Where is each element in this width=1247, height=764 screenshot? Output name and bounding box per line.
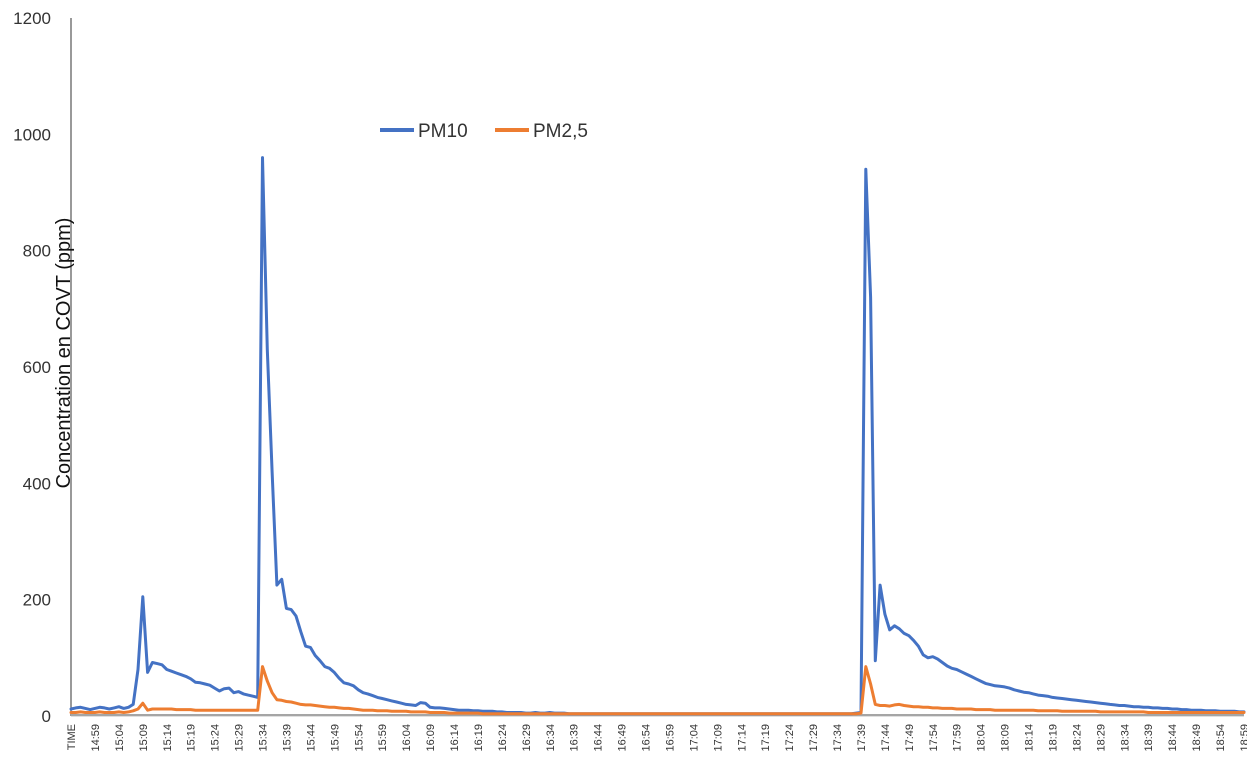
x-tick-label: 16:09 (425, 724, 437, 752)
x-tick-label: 15:04 (114, 724, 126, 752)
x-tick-label: 18:29 (1095, 724, 1107, 752)
x-tick-label: 17:59 (952, 724, 964, 752)
x-tick-label: 16:24 (497, 724, 509, 752)
x-tick-label: 15:39 (281, 724, 293, 752)
y-tick-label: 800 (23, 242, 51, 261)
series-line-pm10 (69, 156, 1246, 716)
x-tick-label: 18:19 (1047, 724, 1059, 752)
x-tick-label: 17:04 (688, 724, 700, 752)
x-tick-label: 18:49 (1191, 724, 1203, 752)
x-tick-label: 17:34 (832, 724, 844, 752)
x-tick-label: 18:39 (1143, 724, 1155, 752)
x-tick-label: 16:14 (449, 724, 461, 752)
y-tick-label: 200 (23, 591, 51, 610)
x-tick-label: 15:49 (329, 724, 341, 752)
legend-label-pm25: PM2,5 (533, 121, 588, 142)
x-tick-label: 17:14 (736, 724, 748, 752)
x-tick-label: 15:24 (210, 724, 222, 752)
x-tick-label: 16:04 (401, 724, 413, 752)
x-tick-label: 16:34 (545, 724, 557, 752)
y-axis-label: Concentration en COVT (ppm) (53, 218, 75, 489)
legend-label-pm10: PM10 (418, 121, 468, 142)
x-tick-label: 16:19 (473, 724, 485, 752)
y-tick-label: 400 (23, 474, 51, 493)
series-line-pm25 (69, 665, 1246, 716)
x-tick-label: 18:14 (1024, 724, 1036, 752)
x-tick-label: 18:44 (1167, 724, 1179, 752)
x-tick-label: 14:59 (90, 724, 102, 752)
x-tick-label: 17:09 (712, 724, 724, 752)
x-tick-label: 17:29 (808, 724, 820, 752)
series-lines (69, 156, 1246, 716)
x-tick-label: TIME (66, 724, 78, 750)
x-tick-label: 18:04 (976, 724, 988, 752)
x-tick-label: 17:19 (760, 724, 772, 752)
x-tick-label: 15:44 (305, 724, 317, 752)
x-tick-label: 16:54 (641, 724, 653, 752)
x-tick-label: 15:54 (353, 724, 365, 752)
legend: PM10 PM2,5 (380, 121, 588, 142)
x-tick-label: 18:09 (1000, 724, 1012, 752)
x-axis-ticks: TIME 14:59 15:04 15:09 15:14 15:19 15:24 15:29 1… (66, 724, 1247, 752)
x-tick-label: 17:49 (904, 724, 916, 752)
y-tick-label: 1000 (13, 125, 51, 144)
x-tick-label: 17:39 (856, 724, 868, 752)
x-tick-label: 15:14 (162, 724, 174, 752)
x-tick-label: 15:09 (138, 724, 150, 752)
y-tick-label: 600 (23, 358, 51, 377)
y-tick-label: 0 (42, 707, 51, 726)
x-tick-label: 17:44 (880, 724, 892, 752)
x-tick-label: 17:54 (928, 724, 940, 752)
x-tick-label: 18:54 (1215, 724, 1227, 752)
x-tick-label: 15:29 (234, 724, 246, 752)
y-tick-label: 1200 (13, 9, 51, 28)
x-tick-label: 16:49 (617, 724, 629, 752)
x-tick-label: 17:24 (784, 724, 796, 752)
x-tick-label: 18:34 (1119, 724, 1131, 752)
x-tick-label: 15:34 (258, 724, 270, 752)
x-tick-label: 15:59 (377, 724, 389, 752)
x-tick-label: 15:19 (186, 724, 198, 752)
x-tick-label: 18:59 (1239, 724, 1247, 752)
x-tick-label: 16:39 (569, 724, 581, 752)
x-tick-label: 16:44 (593, 724, 605, 752)
x-tick-label: 16:29 (521, 724, 533, 752)
x-tick-label: 18:24 (1071, 724, 1083, 752)
y-axis-ticks: 0 200 400 600 800 1000 1200 (13, 9, 51, 726)
x-tick-label: 16:59 (664, 724, 676, 752)
